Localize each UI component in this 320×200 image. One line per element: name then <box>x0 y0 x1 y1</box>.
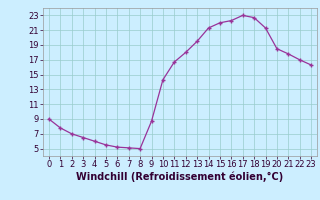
X-axis label: Windchill (Refroidissement éolien,°C): Windchill (Refroidissement éolien,°C) <box>76 172 284 182</box>
